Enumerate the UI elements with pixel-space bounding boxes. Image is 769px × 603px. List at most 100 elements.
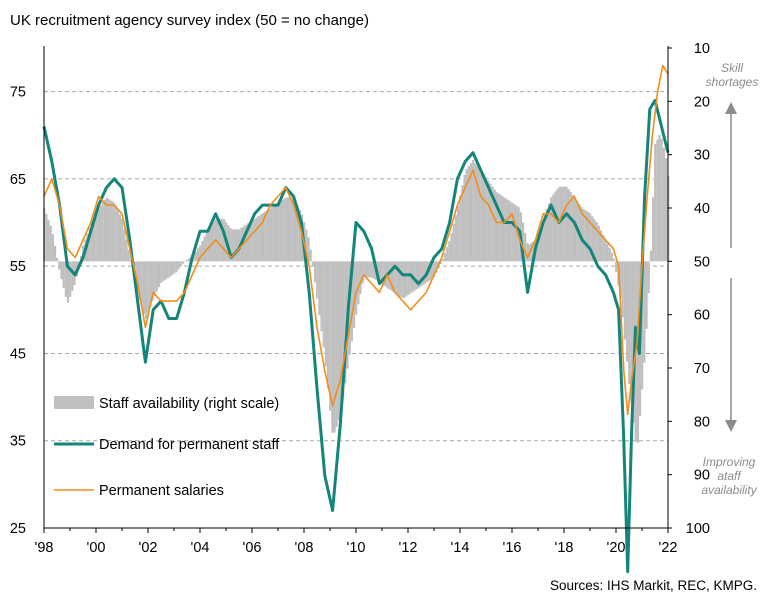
staff-availability-bar: [394, 261, 397, 294]
staff-availability-bar: [537, 232, 540, 262]
x-tick-label: '14: [451, 540, 470, 556]
staff-availability-bar: [196, 248, 200, 262]
staff-availability-bar: [255, 217, 258, 262]
staff-availability-bar: [630, 261, 633, 404]
x-tick-label: '20: [607, 540, 626, 556]
staff-availability-bar: [489, 183, 492, 262]
staff-availability-bar: [99, 205, 102, 262]
staff-availability-bar: [342, 261, 345, 399]
staff-availability-bar: [664, 158, 668, 262]
staff-availability-bar: [417, 261, 421, 288]
staff-availability-bar: [45, 213, 48, 262]
staff-availability-bar: [383, 261, 386, 286]
staff-availability-bar: [604, 239, 607, 262]
staff-availability-bar: [90, 222, 93, 262]
staff-availability-bar: [606, 243, 609, 262]
staff-availability-bar: [461, 185, 464, 262]
staff-availability-bar: [311, 261, 314, 267]
staff-availability-bar: [194, 251, 197, 262]
staff-availability-bar: [105, 197, 109, 262]
staff-availability-bar: [51, 234, 54, 262]
x-tick-label: '04: [191, 540, 210, 556]
staff-availability-bar: [439, 261, 442, 264]
left-tick-label: 55: [10, 259, 26, 275]
staff-availability-bar: [170, 261, 174, 276]
staff-availability-bar: [584, 210, 587, 262]
staff-availability-bar: [649, 250, 652, 262]
staff-availability-bar: [625, 261, 629, 362]
staff-availability-bar: [181, 261, 184, 264]
staff-availability-bar: [526, 243, 529, 262]
legend-swatch-staff-availability: [54, 396, 94, 409]
staff-availability-bar: [420, 261, 423, 287]
staff-availability-bar: [229, 228, 232, 262]
right-tick-label: 30: [694, 148, 710, 164]
staff-availability-bar: [294, 200, 297, 262]
staff-availability-bar: [108, 199, 111, 262]
staff-availability-bar: [344, 261, 347, 384]
staff-availability-bar: [257, 216, 260, 262]
right-tick-label: 80: [694, 414, 710, 430]
staff-availability-bar: [205, 232, 208, 262]
staff-availability-bar: [435, 261, 438, 273]
staff-availability-bar: [521, 222, 525, 262]
staff-availability-bar: [339, 261, 343, 414]
x-tick-label: '10: [347, 540, 366, 556]
salaries-line: [43, 64, 669, 416]
x-tick-label: '16: [503, 540, 522, 556]
staff-availability-bar: [402, 261, 405, 299]
staff-availability-bar: [355, 261, 358, 315]
staff-availability-bar: [95, 213, 98, 262]
staff-availability-bar: [370, 261, 373, 278]
staff-availability-bar: [597, 225, 600, 262]
staff-availability-bar: [465, 168, 468, 262]
up-arrow-head: [725, 102, 737, 114]
staff-availability-bar: [589, 213, 592, 262]
staff-availability-bar: [602, 234, 605, 262]
staff-availability-bar: [298, 209, 301, 262]
staff-availability-bar: [558, 186, 561, 262]
down-arrow-head: [725, 420, 737, 432]
staff-availability-bar: [352, 261, 356, 328]
x-tick-label: '08: [295, 540, 314, 556]
staff-availability-bar: [621, 261, 624, 318]
staff-availability-bar: [116, 209, 119, 262]
staff-availability-bar: [428, 261, 431, 281]
staff-availability-bar: [155, 261, 158, 292]
staff-availability-bar: [545, 209, 548, 262]
staff-availability-bar: [49, 225, 52, 262]
staff-availability-bar: [222, 219, 226, 262]
staff-availability-bar: [277, 202, 280, 262]
left-tick-label: 35: [10, 434, 26, 450]
staff-availability-bar: [450, 232, 453, 262]
staff-availability-bar: [127, 249, 130, 262]
staff-availability-bar: [658, 135, 661, 262]
staff-availability-bar: [565, 186, 568, 262]
staff-availability-bar: [320, 261, 323, 332]
staff-availability-bar: [162, 261, 165, 282]
staff-availability-bar: [151, 261, 154, 302]
staff-availability-bar: [309, 249, 312, 262]
staff-availability-bar: [474, 162, 477, 262]
legend-label: Permanent salaries: [99, 483, 224, 499]
staff-availability-bar: [571, 194, 574, 262]
staff-availability-bar: [495, 192, 499, 262]
staff-availability-bar: [398, 261, 401, 297]
staff-availability-bar: [118, 214, 122, 262]
staff-availability-bar: [316, 261, 319, 299]
staff-availability-bar: [92, 217, 96, 262]
staff-availability-bar: [407, 261, 410, 296]
staff-availability-bar: [259, 214, 262, 262]
staff-availability-bar: [469, 162, 473, 262]
staff-availability-bar: [144, 261, 148, 319]
staff-availability-bar: [487, 180, 490, 262]
staff-availability-bar: [56, 257, 59, 262]
staff-availability-bar: [502, 196, 505, 262]
staff-availability-bar: [569, 192, 572, 262]
improving-availability-note: ataff: [717, 469, 742, 483]
staff-availability-bar: [515, 205, 518, 262]
staff-availability-bar: [567, 189, 570, 262]
staff-availability-bar: [396, 261, 399, 295]
staff-availability-bar: [64, 261, 67, 297]
staff-availability-bar: [623, 261, 626, 340]
